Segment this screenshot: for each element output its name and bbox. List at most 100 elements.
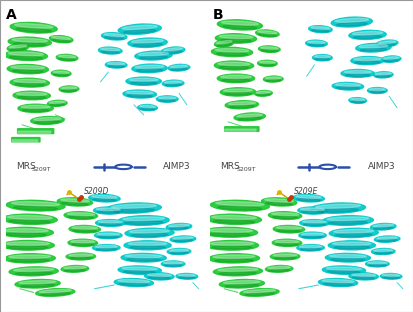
Ellipse shape [4, 254, 55, 263]
Ellipse shape [218, 62, 250, 66]
Ellipse shape [179, 276, 195, 279]
Ellipse shape [337, 22, 367, 26]
Ellipse shape [375, 236, 400, 242]
Ellipse shape [309, 44, 325, 46]
Ellipse shape [15, 280, 60, 288]
Ellipse shape [210, 242, 254, 246]
Ellipse shape [216, 52, 247, 56]
Ellipse shape [104, 37, 124, 39]
Ellipse shape [261, 47, 278, 49]
Ellipse shape [223, 25, 257, 29]
Ellipse shape [260, 64, 275, 66]
Ellipse shape [345, 74, 370, 76]
Ellipse shape [293, 194, 324, 202]
Ellipse shape [67, 213, 95, 216]
Ellipse shape [214, 61, 254, 70]
Ellipse shape [215, 259, 253, 262]
Ellipse shape [352, 32, 383, 35]
Ellipse shape [331, 258, 365, 261]
Ellipse shape [125, 228, 174, 238]
Ellipse shape [89, 194, 120, 202]
Ellipse shape [322, 280, 354, 283]
Ellipse shape [99, 223, 121, 226]
Ellipse shape [360, 48, 387, 51]
Ellipse shape [71, 240, 95, 243]
Ellipse shape [10, 22, 57, 33]
Ellipse shape [15, 272, 52, 275]
Ellipse shape [220, 88, 256, 96]
Ellipse shape [257, 94, 270, 96]
Ellipse shape [276, 227, 302, 229]
Ellipse shape [95, 220, 125, 227]
Ellipse shape [376, 75, 391, 77]
Ellipse shape [170, 236, 196, 242]
Ellipse shape [7, 216, 52, 219]
Ellipse shape [40, 293, 70, 295]
Ellipse shape [131, 82, 157, 85]
Ellipse shape [59, 86, 79, 92]
Ellipse shape [276, 243, 298, 246]
Ellipse shape [148, 277, 171, 279]
Ellipse shape [18, 104, 53, 112]
Ellipse shape [96, 208, 120, 211]
Ellipse shape [381, 56, 401, 62]
Ellipse shape [353, 277, 375, 279]
Ellipse shape [12, 70, 43, 73]
Ellipse shape [9, 255, 51, 258]
Ellipse shape [332, 82, 363, 90]
Ellipse shape [370, 91, 385, 93]
Ellipse shape [259, 46, 280, 52]
Ellipse shape [298, 207, 327, 214]
Ellipse shape [0, 227, 53, 237]
Ellipse shape [114, 279, 154, 286]
Ellipse shape [266, 79, 280, 81]
Ellipse shape [168, 64, 190, 71]
Ellipse shape [8, 52, 43, 56]
Ellipse shape [145, 273, 174, 280]
Ellipse shape [309, 26, 332, 33]
FancyBboxPatch shape [12, 140, 38, 142]
Ellipse shape [308, 41, 325, 44]
Ellipse shape [377, 237, 398, 239]
Ellipse shape [167, 248, 191, 255]
Ellipse shape [261, 198, 297, 206]
Ellipse shape [311, 27, 330, 29]
Ellipse shape [31, 116, 64, 124]
Ellipse shape [135, 51, 172, 60]
Ellipse shape [368, 87, 387, 94]
Ellipse shape [128, 38, 167, 47]
Ellipse shape [336, 86, 360, 89]
Ellipse shape [122, 25, 157, 30]
Ellipse shape [18, 96, 46, 99]
Ellipse shape [132, 64, 167, 73]
Ellipse shape [211, 200, 269, 211]
Ellipse shape [158, 97, 176, 99]
Ellipse shape [369, 88, 385, 90]
Ellipse shape [135, 65, 164, 69]
Ellipse shape [271, 253, 300, 260]
Ellipse shape [219, 66, 249, 69]
Ellipse shape [112, 204, 157, 208]
Ellipse shape [164, 48, 183, 51]
Ellipse shape [273, 254, 297, 256]
Ellipse shape [202, 227, 258, 237]
Ellipse shape [349, 30, 386, 39]
Ellipse shape [269, 269, 290, 271]
Ellipse shape [368, 262, 387, 264]
FancyBboxPatch shape [225, 127, 259, 131]
Ellipse shape [173, 239, 192, 241]
Ellipse shape [98, 221, 122, 223]
Ellipse shape [296, 195, 321, 198]
Ellipse shape [95, 232, 122, 239]
Ellipse shape [214, 40, 234, 47]
Ellipse shape [375, 72, 391, 75]
Ellipse shape [60, 199, 89, 202]
Ellipse shape [355, 61, 380, 64]
Ellipse shape [228, 102, 256, 105]
Ellipse shape [98, 236, 119, 238]
Ellipse shape [123, 217, 165, 221]
Text: S209E: S209E [294, 187, 318, 196]
Ellipse shape [50, 36, 73, 43]
Ellipse shape [171, 68, 187, 71]
Ellipse shape [221, 21, 259, 25]
